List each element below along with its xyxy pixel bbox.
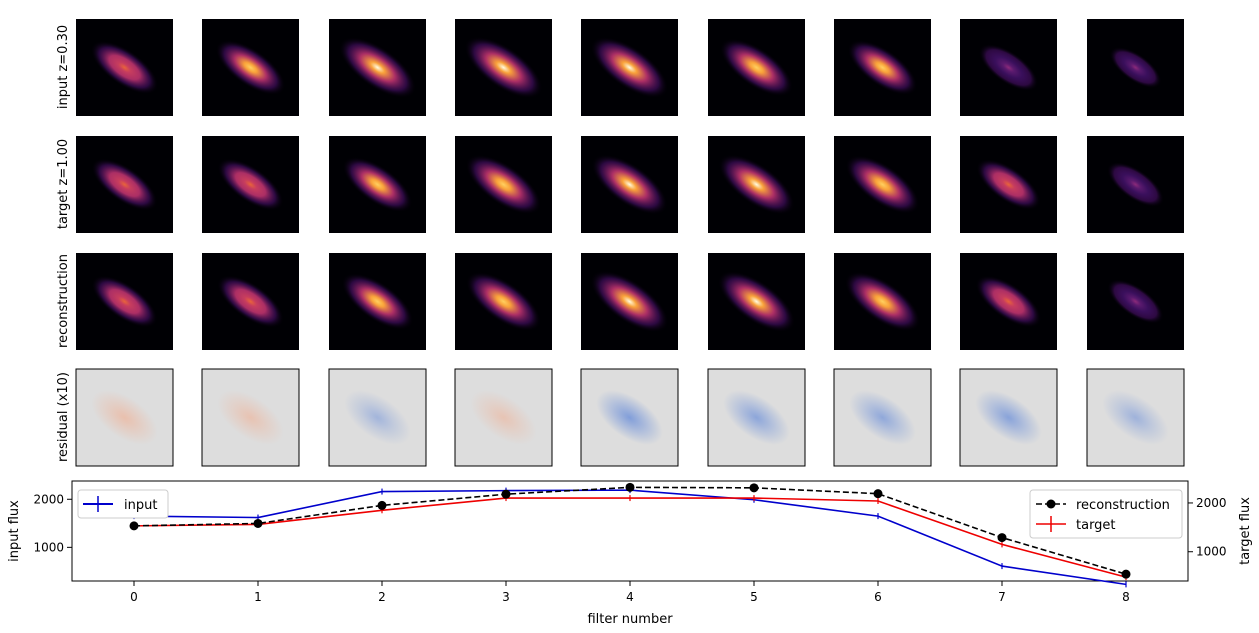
image-cell-reconstruction-0	[76, 253, 173, 350]
x-tick-label-6: 6	[874, 590, 882, 604]
left-tick-label-0: 1000	[33, 540, 64, 554]
legend-target-label: target	[1076, 518, 1116, 533]
image-cell-target-7	[960, 136, 1057, 233]
image-cell-input-2	[329, 19, 426, 116]
residual-cell-8	[1086, 368, 1185, 467]
image-cell-input-4	[581, 19, 678, 116]
image-cell-target-3	[455, 136, 552, 233]
image-cell-target-6	[834, 136, 931, 233]
x-tick-label-5: 5	[750, 590, 758, 604]
x-axis-label: filter number	[587, 612, 673, 627]
left-y-axis-label: input flux	[7, 500, 22, 562]
x-tick-label-4: 4	[626, 590, 634, 604]
image-cell-reconstruction-8	[1087, 253, 1184, 350]
residual-cell-7	[959, 368, 1058, 467]
row-label-reconstruction: reconstruction	[56, 254, 71, 348]
image-cell-target-0	[76, 136, 173, 233]
x-ticks: 0 1 2 3 4 5 6 7 8	[130, 581, 1130, 604]
x-tick-label-1: 1	[254, 590, 262, 604]
image-cell-input-6	[834, 19, 931, 116]
flux-plot: 0 1 2 3 4 5 6 7 8 1000 2000 1000 2000 filter numbe…	[7, 480, 1253, 627]
image-cell-input-1	[202, 19, 299, 116]
legend-right-box	[1029, 489, 1183, 539]
row-label-target: target z=1.00	[56, 139, 71, 229]
residual-cell-1	[201, 368, 300, 467]
point-reconstruction-1	[253, 518, 263, 528]
image-cell-target-4	[581, 136, 678, 233]
point-reconstruction-4	[625, 482, 635, 492]
residual-cell-2	[328, 368, 427, 467]
image-cell-reconstruction-4	[581, 253, 678, 350]
image-cell-target-8	[1087, 136, 1184, 233]
point-reconstruction-8	[1121, 569, 1131, 579]
legend-right: reconstruction target	[1029, 489, 1183, 539]
legend-left: input	[77, 489, 169, 519]
point-reconstruction-3	[501, 489, 511, 499]
point-reconstruction-7	[997, 533, 1007, 543]
residual-cell-4	[580, 368, 679, 467]
image-cell-reconstruction-1	[202, 253, 299, 350]
right-tick-label-1: 2000	[1196, 496, 1227, 510]
x-tick-label-7: 7	[998, 590, 1006, 604]
image-cell-input-7	[960, 19, 1057, 116]
point-reconstruction-6	[873, 489, 883, 499]
image-cell-target-1	[202, 136, 299, 233]
x-tick-label-8: 8	[1122, 590, 1130, 604]
point-reconstruction-5	[749, 483, 759, 493]
right-y-axis-label: target flux	[1238, 497, 1253, 565]
image-cell-reconstruction-7	[960, 253, 1057, 350]
right-tick-label-0: 1000	[1196, 545, 1227, 559]
image-cell-reconstruction-5	[708, 253, 805, 350]
right-y-ticks: 1000 2000	[1188, 496, 1227, 559]
legend-left-box	[77, 489, 169, 519]
residual-cell-6	[833, 368, 932, 467]
left-y-ticks: 1000 2000	[33, 492, 72, 554]
x-tick-label-3: 3	[502, 590, 510, 604]
image-cell-input-0	[76, 19, 173, 116]
row-labels: input z=0.30 target z=1.00 reconstructio…	[56, 25, 71, 462]
image-cell-input-5	[708, 19, 805, 116]
left-tick-label-1: 2000	[33, 492, 64, 506]
x-tick-label-0: 0	[130, 590, 138, 604]
x-tick-label-2: 2	[378, 590, 386, 604]
point-reconstruction-2	[377, 500, 387, 510]
point-reconstruction-0	[129, 521, 139, 531]
image-cell-input-3	[455, 19, 552, 116]
image-cell-target-5	[708, 136, 805, 233]
residual-cell-3	[454, 368, 553, 467]
row-label-residual: residual (x10)	[56, 372, 71, 462]
series-layer	[129, 482, 1131, 588]
image-cell-target-2	[329, 136, 426, 233]
legend-reconstruction-label: reconstruction	[1076, 498, 1170, 513]
legend-reconstruction-marker	[1046, 499, 1056, 509]
image-cell-reconstruction-3	[455, 253, 552, 350]
image-cell-reconstruction-2	[329, 253, 426, 350]
residual-cell-5	[707, 368, 806, 467]
image-cell-reconstruction-6	[834, 253, 931, 350]
image-cell-input-8	[1087, 19, 1184, 116]
legend-input-label: input	[124, 498, 157, 513]
residual-cell-0	[75, 368, 174, 467]
row-label-input: input z=0.30	[56, 25, 71, 109]
image-grid	[75, 19, 1185, 467]
